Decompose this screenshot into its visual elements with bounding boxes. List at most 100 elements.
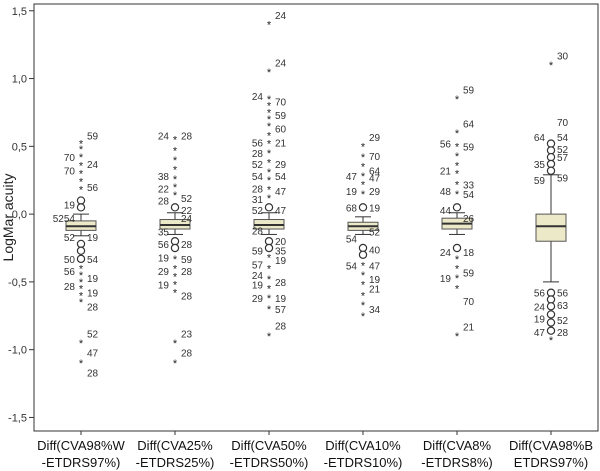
outlier-circle — [546, 326, 556, 335]
case-label: 19 — [87, 274, 99, 285]
outlier-star: * — [267, 284, 272, 296]
outlier-star: * — [267, 67, 272, 79]
x-tick-label: -ETDRS25%) — [136, 455, 215, 470]
outlier-star: * — [79, 263, 84, 275]
outlier-circle — [76, 196, 86, 205]
boxes — [65, 174, 567, 283]
outlier-star: * — [173, 271, 178, 283]
x-tick-label: Diff(CVA98%B — [509, 438, 593, 453]
case-label: 24 — [87, 160, 99, 171]
x-tick-label: Diff(CVA8% — [423, 438, 492, 453]
outlier-star: * — [173, 135, 178, 147]
outlier-star: * — [267, 94, 272, 106]
outlier-circle — [76, 203, 86, 212]
outlier-circle — [546, 318, 556, 327]
case-label: 19 — [440, 274, 452, 285]
outlier-circle — [452, 203, 462, 212]
outlier-star: * — [361, 290, 366, 302]
case-label: 56 — [87, 183, 99, 194]
outlier-star: * — [173, 182, 178, 194]
case-label: 28 — [181, 240, 193, 251]
case-label: 52 — [252, 206, 264, 217]
axes — [33, 3, 599, 432]
case-label: 52 — [87, 329, 99, 340]
case-label: 56 — [252, 138, 264, 149]
outlier-circle — [170, 243, 180, 253]
x-tick-label: -ETDRS10%) — [324, 455, 403, 470]
case-label: 24 — [534, 302, 546, 313]
case-label: 19 — [158, 253, 170, 264]
case-label: 70 — [64, 167, 76, 178]
outlier-star: * — [455, 254, 460, 266]
case-label: 29 — [275, 160, 287, 171]
outlier-circle — [358, 243, 368, 253]
case-label: 28 — [87, 369, 99, 380]
outlier-star: * — [455, 179, 460, 191]
outlier-star: * — [455, 168, 460, 180]
outlier-star: * — [267, 274, 272, 286]
outlier-star: * — [79, 290, 84, 302]
outlier-circle — [546, 302, 556, 311]
case-label: 70 — [275, 98, 287, 109]
outlier-circle — [546, 166, 556, 175]
case-label: 19 — [275, 294, 287, 305]
outlier-circle — [546, 288, 556, 297]
case-label: 56 — [158, 240, 170, 251]
case-label: 24 — [158, 131, 170, 142]
outlier-star: * — [173, 263, 178, 275]
case-label: 24 — [181, 214, 193, 225]
outlier-circle — [546, 159, 556, 169]
case-label: 29 — [252, 294, 264, 305]
case-label: 57 — [252, 260, 264, 271]
outlier-star: * — [361, 300, 366, 312]
y-tick-label: -1,5 — [8, 412, 27, 424]
case-label: 54 — [275, 172, 287, 183]
case-label: 63 — [557, 301, 569, 312]
case-label: 47 — [275, 206, 287, 217]
case-label: 28 — [252, 149, 264, 160]
case-label: 28 — [87, 302, 99, 313]
case-label: 28 — [252, 226, 264, 237]
outliers: ****************************************… — [76, 19, 556, 370]
outlier-circle — [546, 295, 556, 304]
case-label: 57 — [275, 305, 287, 316]
outlier-star: * — [79, 358, 84, 370]
case-label: 60 — [275, 125, 287, 136]
case-label: 47 — [346, 172, 358, 183]
outlier-circle — [452, 243, 462, 253]
case-label: 33 — [463, 180, 475, 191]
outlier-star: * — [267, 148, 272, 160]
case-label: 28 — [557, 328, 569, 339]
case-label: 47 — [534, 328, 546, 339]
case-label: 59 — [463, 85, 475, 96]
outlier-star: * — [79, 185, 84, 197]
case-label: 19 — [369, 203, 381, 214]
case-label: 54 — [87, 255, 99, 266]
case-label: 29 — [369, 133, 381, 144]
case-label: 19 — [252, 281, 264, 292]
outlier-star: * — [267, 19, 272, 31]
outlier-star: * — [267, 114, 272, 126]
outlier-circle — [546, 139, 556, 148]
outlier-star: * — [361, 261, 366, 273]
outlier-circle — [358, 203, 368, 212]
outlier-star: * — [267, 252, 272, 264]
case-label: 54 — [252, 172, 264, 183]
outlier-star: * — [173, 155, 178, 167]
outlier-star: * — [79, 139, 84, 151]
case-label: 19 — [369, 275, 381, 286]
case-label: 18 — [463, 248, 475, 259]
case-label: 24 — [252, 92, 264, 103]
case-label: 19 — [275, 256, 287, 267]
case-label: 70 — [64, 153, 76, 164]
outlier-star: * — [361, 280, 366, 292]
y-tick-label: -0,5 — [8, 277, 27, 289]
case-label: 52 — [252, 160, 264, 171]
outlier-star: * — [361, 311, 366, 323]
case-label: 52 — [557, 145, 569, 156]
case-label: 28 — [181, 348, 193, 359]
case-label: 28 — [181, 291, 193, 302]
case-label: 44 — [440, 206, 452, 217]
case-label: 28 — [181, 131, 193, 142]
